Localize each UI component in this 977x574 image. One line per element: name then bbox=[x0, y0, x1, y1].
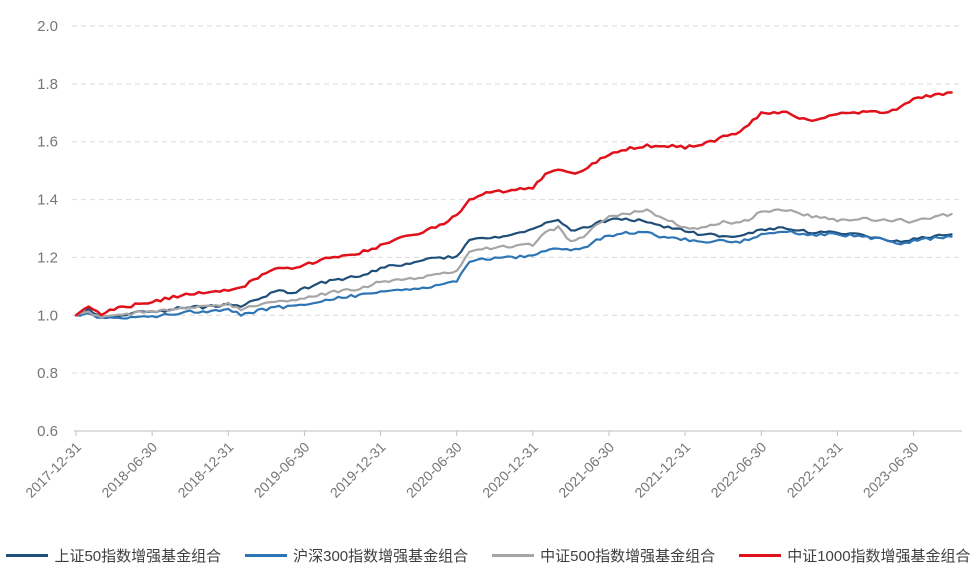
x-tick-label: 2020-12-31 bbox=[479, 439, 541, 501]
legend-item-sz50: 上证50指数增强基金组合 bbox=[6, 545, 221, 566]
x-tick-label: 2021-06-30 bbox=[555, 439, 617, 501]
y-tick-label: 1.0 bbox=[37, 307, 58, 324]
legend-item-zz1000: 中证1000指数增强基金组合 bbox=[739, 545, 971, 566]
legend-label: 中证500指数增强基金组合 bbox=[540, 548, 716, 565]
legend-item-hs300: 沪深300指数增强基金组合 bbox=[245, 545, 468, 566]
y-tick-label: 1.8 bbox=[37, 76, 58, 93]
legend-line-swatch bbox=[6, 554, 49, 557]
x-tick-label: 2023-06-30 bbox=[860, 439, 922, 501]
legend-label: 中证1000指数增强基金组合 bbox=[787, 548, 971, 565]
x-tick-label: 2018-06-30 bbox=[98, 439, 160, 501]
legend-label: 沪深300指数增强基金组合 bbox=[293, 548, 469, 565]
legend-label: 上证50指数增强基金组合 bbox=[54, 548, 222, 565]
series-line-3 bbox=[74, 91, 953, 317]
legend-line-swatch bbox=[245, 554, 288, 557]
x-tick-label: 2019-12-31 bbox=[327, 439, 389, 501]
x-tick-label: 2022-06-30 bbox=[707, 439, 769, 501]
x-tick-label: 2019-06-30 bbox=[251, 439, 313, 501]
y-tick-label: 0.6 bbox=[37, 423, 58, 440]
y-tick-label: 1.4 bbox=[37, 192, 58, 209]
x-tick-label: 2021-12-31 bbox=[631, 439, 693, 501]
y-tick-label: 0.8 bbox=[37, 365, 58, 382]
x-tick-label: 2017-12-31 bbox=[22, 439, 84, 501]
legend: 上证50指数增强基金组合 沪深300指数增强基金组合 中证500指数增强基金组合… bbox=[0, 545, 977, 566]
x-tick-label: 2018-12-31 bbox=[174, 439, 236, 501]
x-tick-label: 2020-06-30 bbox=[403, 439, 465, 501]
series-line-2 bbox=[74, 208, 953, 319]
series-line-1 bbox=[74, 229, 953, 320]
legend-item-zz500: 中证500指数增强基金组合 bbox=[492, 545, 715, 566]
x-tick-label: 2022-12-31 bbox=[784, 439, 846, 501]
legend-line-swatch bbox=[739, 554, 782, 557]
legend-line-swatch bbox=[492, 554, 535, 557]
chart-svg: 0.6 0.8 1.0 1.2 1.4 1.6 1.8 2.0 2017-12-31 2018-0… bbox=[22, 18, 962, 501]
y-tick-label: 2.0 bbox=[37, 18, 58, 35]
y-tick-label: 1.6 bbox=[37, 134, 58, 151]
y-tick-label: 1.2 bbox=[37, 249, 58, 266]
